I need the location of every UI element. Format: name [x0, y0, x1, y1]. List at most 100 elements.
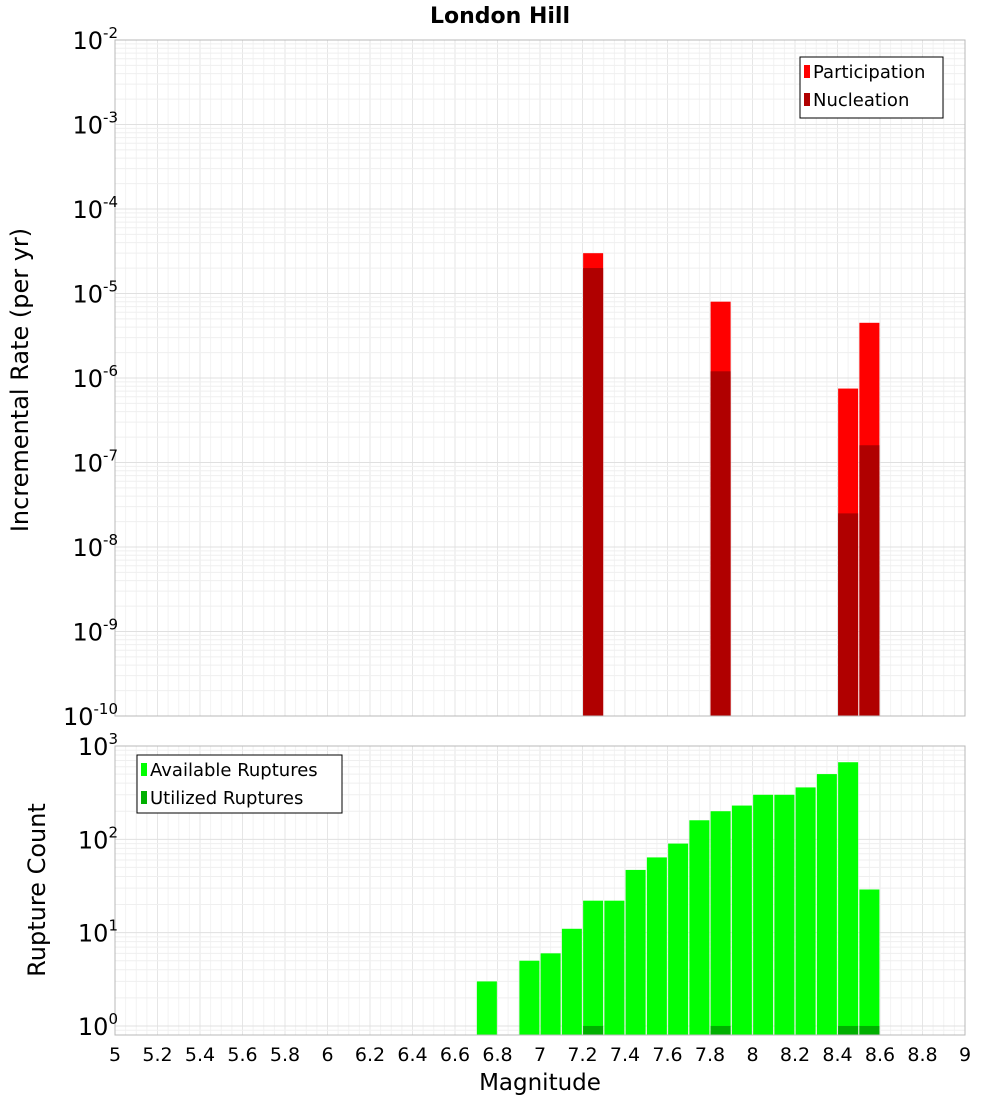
legend-swatch: [141, 763, 147, 776]
y-tick-exponent: 3: [108, 730, 118, 748]
y-tick-exponent: 0: [108, 1010, 118, 1028]
y-tick-label: 102: [78, 823, 118, 854]
legend-label: Available Ruptures: [150, 760, 318, 781]
y-tick-base: 10: [72, 534, 103, 562]
bar: [838, 1025, 859, 1035]
bar: [583, 268, 604, 716]
x-axis-label: Magnitude: [479, 1070, 601, 1096]
y-tick-label: 10-4: [72, 193, 118, 224]
y-tick-label: 103: [78, 730, 118, 761]
bar: [710, 1025, 731, 1035]
bar: [731, 805, 752, 1035]
bar: [519, 960, 540, 1035]
plot-frame-1: [114, 745, 966, 1036]
y-axis-label-1: Rupture Count: [23, 803, 51, 977]
bar: [625, 869, 646, 1035]
plot-frame-0: [114, 39, 966, 717]
bar: [859, 889, 880, 1035]
y-tick-label: 100: [78, 1010, 118, 1041]
y-tick-base: 10: [78, 733, 109, 761]
x-tick-label: 6.8: [482, 1044, 512, 1066]
x-tick-label: 5.8: [270, 1044, 300, 1066]
series-0-1: [583, 268, 880, 716]
y-tick-exponent: -2: [103, 24, 118, 42]
bar: [668, 843, 689, 1035]
y-tick-label: 10-5: [72, 278, 118, 309]
y-tick-label: 10-8: [72, 531, 118, 562]
y-tick-base: 10: [72, 112, 103, 140]
y-tick-exponent: 1: [108, 917, 118, 935]
y-tick-base: 10: [72, 27, 103, 55]
legend-label: Participation: [813, 62, 925, 83]
y-tick-base: 10: [72, 619, 103, 647]
y-tick-exponent: -6: [103, 362, 118, 380]
y-tick-exponent: -8: [103, 531, 118, 549]
legend-box: [136, 754, 343, 814]
y-tick-exponent: -4: [103, 193, 118, 211]
y-tick-label: 10-3: [72, 109, 118, 140]
bar: [476, 981, 497, 1035]
bar: [838, 513, 859, 716]
legend-label: Utilized Ruptures: [150, 788, 303, 809]
x-tick-label: 7.8: [695, 1044, 725, 1066]
legend-swatch: [804, 65, 810, 78]
y-tick-label: 10-10: [63, 700, 118, 731]
y-tick-exponent: -10: [94, 700, 119, 718]
x-tick-label: 6.4: [397, 1044, 427, 1066]
y-tick-exponent: 2: [108, 823, 118, 841]
chart-title: London Hill: [430, 4, 570, 29]
x-tick-label: 7.2: [567, 1044, 597, 1066]
x-tick-label: 9: [959, 1044, 971, 1066]
x-tick-label: 5.6: [227, 1044, 257, 1066]
bar: [859, 445, 880, 716]
bar: [561, 928, 582, 1035]
bar: [816, 774, 837, 1035]
x-tick-label: 7: [534, 1044, 546, 1066]
x-tick-label: 6.6: [440, 1044, 470, 1066]
x-tick-label: 8.4: [822, 1044, 852, 1066]
y-tick-base: 10: [78, 826, 109, 854]
y-tick-base: 10: [72, 196, 103, 224]
bar: [753, 794, 774, 1035]
x-tick-label: 8.8: [907, 1044, 937, 1066]
grid-0: [114, 39, 966, 717]
y-tick-base: 10: [78, 920, 109, 948]
y-tick-base: 10: [72, 281, 103, 309]
series-1-1: [583, 1025, 880, 1035]
y-tick-exponent: -5: [103, 278, 118, 296]
bar: [604, 900, 625, 1035]
y-tick-label: 10-9: [72, 616, 118, 647]
bar: [710, 811, 731, 1035]
series-1-0: [476, 762, 880, 1035]
bar: [689, 820, 710, 1035]
x-tick-label: 6.2: [355, 1044, 385, 1066]
bar: [583, 900, 604, 1035]
top-panel: 10-210-310-410-510-610-710-810-910-10Inc…: [6, 24, 966, 731]
y-tick-label: 10-7: [72, 447, 118, 478]
bar: [838, 762, 859, 1035]
legend-swatch: [804, 93, 810, 106]
bar: [540, 953, 561, 1035]
x-tick-label: 6: [321, 1044, 333, 1066]
x-tick-label: 7.6: [652, 1044, 682, 1066]
x-tick-label: 7.4: [610, 1044, 640, 1066]
legend-swatch: [141, 791, 147, 804]
legend-0: Participation Nucleation: [799, 56, 944, 119]
y-tick-labels-0: 10-210-310-410-510-610-710-810-910-10: [63, 24, 118, 731]
legend-1: Available Ruptures Utilized Ruptures: [136, 754, 343, 814]
y-tick-exponent: -3: [103, 109, 118, 127]
x-tick-label: 8: [746, 1044, 758, 1066]
y-tick-base: 10: [63, 703, 94, 731]
y-tick-exponent: -9: [103, 616, 118, 634]
legend-label: Nucleation: [813, 90, 909, 111]
legend-box: [799, 56, 944, 119]
bar: [774, 794, 795, 1035]
bar: [646, 857, 667, 1035]
y-tick-base: 10: [78, 1013, 109, 1041]
x-tick-label: 5.4: [185, 1044, 215, 1066]
x-tick-labels: 5 5.2 5.4 5.6 5.8 6 6.2 6.4 6.6 6.8 7 7.2 7.4 7.6 7.8 8…: [109, 1044, 971, 1066]
y-tick-base: 10: [72, 365, 103, 393]
